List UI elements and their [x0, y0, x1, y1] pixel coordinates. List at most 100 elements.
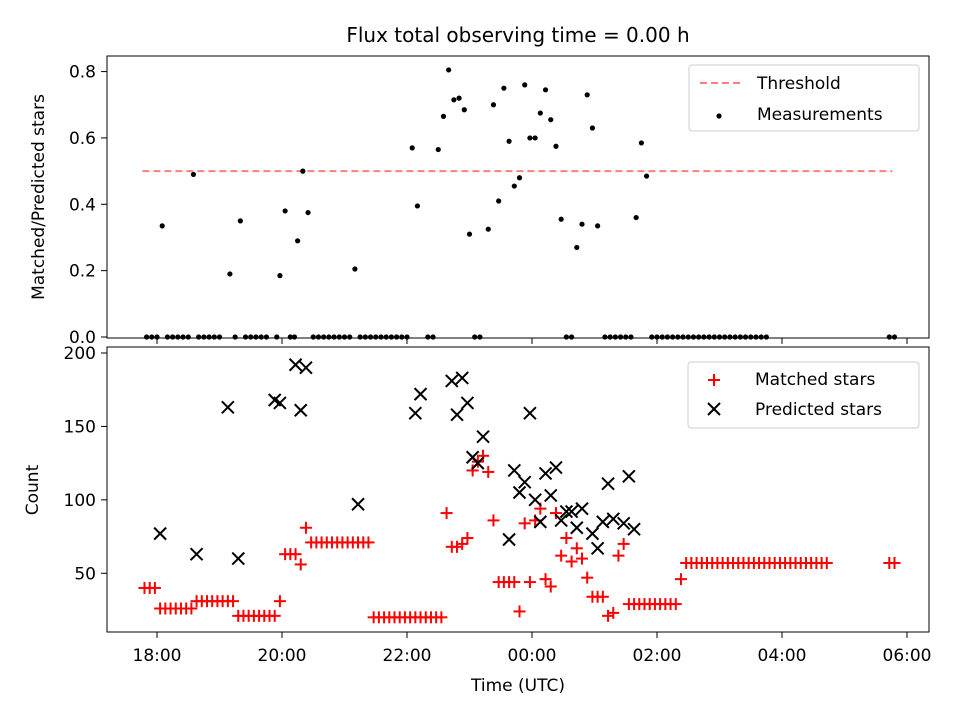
- measurement-point: [548, 117, 554, 123]
- predicted-star-point: [351, 497, 365, 511]
- measurement-point: [763, 334, 769, 340]
- matched-star-point: [607, 606, 620, 619]
- bottom-x-tick-label: 04:00: [758, 646, 807, 666]
- bottom-legend: Matched stars Predicted stars: [687, 361, 920, 429]
- bottom-x-tick-label: 00:00: [508, 646, 557, 666]
- x-axis-label: Time (UTC): [470, 676, 565, 696]
- top-y-tick-label: 0.2: [69, 262, 96, 282]
- measurement-point: [378, 334, 384, 340]
- predicted-star-point: [622, 469, 636, 484]
- predicted-star-point: [596, 515, 610, 529]
- measurement-point: [670, 334, 676, 340]
- bottom-y-tick-label: 200: [64, 344, 96, 364]
- measurement-point: [435, 146, 441, 153]
- predicted-star-point: [544, 488, 558, 503]
- matched-star-point: [508, 576, 521, 589]
- predicted-star-point: [413, 387, 428, 401]
- measurement-point: [574, 244, 580, 251]
- predicted-star-point: [450, 407, 464, 422]
- matched-star-point: [513, 605, 526, 618]
- matched-star-point: [227, 595, 240, 608]
- predicted-star-point: [616, 516, 631, 531]
- measurement-point: [440, 113, 447, 119]
- measurement-point: [685, 334, 691, 340]
- predicted-star-point: [528, 493, 542, 507]
- measurement-point: [149, 334, 155, 340]
- matched-star-point: [273, 595, 286, 608]
- measurement-point: [737, 334, 743, 340]
- matched-star-point: [820, 556, 833, 569]
- matched-star-point: [565, 555, 578, 568]
- measurement-point: [201, 334, 207, 340]
- predicted-star-point: [445, 374, 459, 388]
- measurement-point: [274, 334, 280, 340]
- matched-star-point: [539, 573, 552, 586]
- measurement-point: [341, 334, 348, 340]
- measurement-point: [414, 203, 421, 209]
- measurement-point: [206, 334, 212, 340]
- predicted-star-point: [606, 512, 620, 526]
- matched-star-point: [888, 556, 901, 569]
- measurement-point: [216, 334, 223, 340]
- predicted-star-point: [538, 466, 553, 481]
- legend-matched-swatch: [708, 374, 720, 386]
- measurement-point: [291, 334, 298, 340]
- measurement-point: [643, 173, 650, 179]
- predicted-star-point: [455, 371, 469, 385]
- matched-star-point: [674, 573, 687, 586]
- predicted-star-point: [590, 541, 605, 556]
- matched-star-point: [576, 552, 588, 565]
- bottom-x-tick-label: 20:00: [258, 646, 307, 666]
- measurement-point: [248, 334, 254, 340]
- legend-predicted-label: Predicted stars: [755, 400, 882, 420]
- measurement-point: [472, 334, 478, 340]
- predicted-star-point: [288, 358, 303, 372]
- bottom-legend-box: [687, 361, 920, 429]
- predicted-star-point: [476, 429, 490, 444]
- measurement-point: [579, 221, 585, 227]
- matched-star-point: [482, 465, 495, 478]
- top-axes-frame: [106, 55, 930, 339]
- matched-star-point: [518, 517, 531, 530]
- bottom-x-tick-label: 22:00: [383, 646, 432, 666]
- top-y-tick-label: 0.0: [69, 328, 96, 348]
- measurement-point: [584, 92, 590, 98]
- matched-star-point: [523, 576, 536, 589]
- measurement-point: [496, 198, 502, 204]
- predicted-star-point: [471, 456, 485, 470]
- measurement-point: [461, 107, 467, 113]
- measurement-point: [326, 334, 332, 340]
- top-y-tick-label: 0.4: [69, 195, 96, 215]
- top-axes: 0.0 0.2 0.4 0.6 0.8 Matched/Predicted stars: [29, 55, 930, 348]
- measurement-point: [159, 223, 165, 229]
- measurement-point: [638, 140, 644, 146]
- bottom-y-tick-label: 150: [64, 417, 96, 437]
- predicted-star-point: [570, 521, 584, 535]
- measurement-point: [506, 138, 512, 144]
- measurement-point: [532, 135, 538, 141]
- measurement-point: [701, 334, 707, 340]
- predicted-star-point: [575, 501, 589, 516]
- measurement-point: [490, 102, 497, 108]
- matched-star-point: [451, 540, 463, 553]
- predicted-star-point: [460, 396, 475, 410]
- measurement-point: [537, 110, 543, 116]
- measurement-point: [477, 334, 483, 340]
- predicted-star-point: [564, 504, 579, 519]
- matched-star-point: [596, 590, 609, 603]
- measurement-point: [617, 334, 624, 340]
- matched-star-point: [289, 548, 302, 561]
- bottom-y-tick-label: 100: [64, 491, 96, 511]
- legend-measurements-swatch: [716, 113, 722, 119]
- measurement-point: [175, 334, 181, 340]
- bottom-axes: 50 100 150 200 18:00 20:00 22:00 00:00 02:00 04:…: [23, 344, 932, 696]
- predicted-star-point: [627, 522, 641, 536]
- measurement-point: [295, 238, 301, 244]
- matched-star-point: [544, 580, 557, 593]
- matched-star-point: [268, 609, 281, 622]
- measurement-point: [891, 334, 898, 340]
- measurement-point: [542, 87, 549, 93]
- measurement-point: [516, 175, 523, 181]
- predicted-star-point: [231, 551, 245, 566]
- measurement-point: [227, 271, 233, 277]
